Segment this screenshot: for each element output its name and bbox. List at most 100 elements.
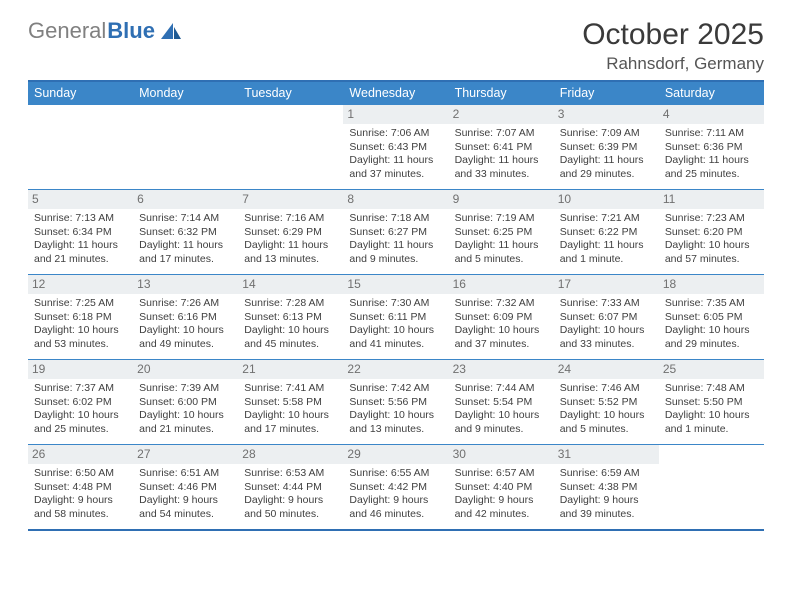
calendar-day: . xyxy=(659,445,764,531)
day-number: 1 xyxy=(343,105,448,124)
brand-gray: General xyxy=(28,18,106,44)
day-info: Sunrise: 7:33 AMSunset: 6:07 PMDaylight:… xyxy=(560,297,653,351)
day-number: 14 xyxy=(238,275,343,294)
brand-logo: GeneralBlue xyxy=(28,18,183,44)
dow-header: Saturday xyxy=(659,81,764,105)
calendar-day: 12Sunrise: 7:25 AMSunset: 6:18 PMDayligh… xyxy=(28,275,133,360)
month-year: October 2025 xyxy=(582,18,764,52)
location: Rahnsdorf, Germany xyxy=(582,54,764,74)
calendar-day: 17Sunrise: 7:33 AMSunset: 6:07 PMDayligh… xyxy=(554,275,659,360)
day-info: Sunrise: 7:37 AMSunset: 6:02 PMDaylight:… xyxy=(34,382,127,436)
calendar-day: 16 Sunrise: 7:32 AMSunset: 6:09 PMDayligh… xyxy=(449,275,554,360)
day-info: Sunrise: 7:06 AMSunset: 6:43 PMDaylight:… xyxy=(349,127,442,181)
dow-header: Monday xyxy=(133,81,238,105)
calendar-day: 6 Sunrise: 7:14 AMSunset: 6:32 PMDaylight… xyxy=(133,190,238,275)
calendar-day: 20Sunrise: 7:39 AMSunset: 6:00 PMDayligh… xyxy=(133,360,238,445)
day-info: Sunrise: 7:13 AMSunset: 6:34 PMDaylight:… xyxy=(34,212,127,266)
sail-icon xyxy=(159,21,183,41)
day-number: 28 xyxy=(238,445,343,464)
calendar: SundayMondayTuesdayWednesdayThursdayFrid… xyxy=(28,80,764,531)
day-number: 19 xyxy=(28,360,133,379)
day-number: 4 xyxy=(659,105,764,124)
calendar-day: 14 Sunrise: 7:28 AMSunset: 6:13 PMDayligh… xyxy=(238,275,343,360)
day-info: Sunrise: 7:30 AMSunset: 6:11 PMDaylight:… xyxy=(349,297,442,351)
day-info: Sunrise: 7:46 AMSunset: 5:52 PMDaylight:… xyxy=(560,382,653,436)
calendar-day: 3 Sunrise: 7:09 AMSunset: 6:39 PMDaylight… xyxy=(554,105,659,190)
day-info: Sunrise: 7:32 AMSunset: 6:09 PMDaylight:… xyxy=(455,297,548,351)
day-number: 9 xyxy=(449,190,554,209)
day-number: 23 xyxy=(449,360,554,379)
day-number: 26 xyxy=(28,445,133,464)
calendar-day: 28Sunrise: 6:53 AMSunset: 4:44 PMDayligh… xyxy=(238,445,343,531)
day-number: 30 xyxy=(449,445,554,464)
calendar-day: 26 Sunrise: 6:50 AMSunset: 4:48 PMDayligh… xyxy=(28,445,133,531)
calendar-day: 13 Sunrise: 7:26 AMSunset: 6:16 PMDayligh… xyxy=(133,275,238,360)
calendar-week: ...1Sunrise: 7:06 AMSunset: 6:43 PMDayli… xyxy=(28,105,764,190)
day-info: Sunrise: 7:07 AMSunset: 6:41 PMDaylight:… xyxy=(455,127,548,181)
calendar-day: 30Sunrise: 6:57 AMSunset: 4:40 PMDayligh… xyxy=(449,445,554,531)
day-number: 18 xyxy=(659,275,764,294)
day-number: 11 xyxy=(659,190,764,209)
day-info: Sunrise: 7:35 AMSunset: 6:05 PMDaylight:… xyxy=(665,297,758,351)
day-number: 25 xyxy=(659,360,764,379)
calendar-day: 31 Sunrise: 6:59 AMSunset: 4:38 PMDayligh… xyxy=(554,445,659,531)
day-info: Sunrise: 7:21 AMSunset: 6:22 PMDaylight:… xyxy=(560,212,653,266)
day-info: Sunrise: 6:59 AMSunset: 4:38 PMDaylight:… xyxy=(560,467,653,521)
calendar-day: 21Sunrise: 7:41 AMSunset: 5:58 PMDayligh… xyxy=(238,360,343,445)
calendar-day: 15 Sunrise: 7:30 AMSunset: 6:11 PMDayligh… xyxy=(343,275,448,360)
header: GeneralBlue October 2025 Rahnsdorf, Germ… xyxy=(28,18,764,74)
day-info: Sunrise: 6:51 AMSunset: 4:46 PMDaylight:… xyxy=(139,467,232,521)
calendar-day: 8 Sunrise: 7:18 AMSunset: 6:27 PMDaylight… xyxy=(343,190,448,275)
calendar-day: 1 Sunrise: 7:06 AMSunset: 6:43 PMDaylight… xyxy=(343,105,448,190)
day-info: Sunrise: 7:28 AMSunset: 6:13 PMDaylight:… xyxy=(244,297,337,351)
day-number: 16 xyxy=(449,275,554,294)
day-number: 13 xyxy=(133,275,238,294)
day-number: 10 xyxy=(554,190,659,209)
calendar-day: 27 Sunrise: 6:51 AMSunset: 4:46 PMDayligh… xyxy=(133,445,238,531)
calendar-day: 19 Sunrise: 7:37 AMSunset: 6:02 PMDayligh… xyxy=(28,360,133,445)
day-number: 6 xyxy=(133,190,238,209)
day-info: Sunrise: 7:26 AMSunset: 6:16 PMDaylight:… xyxy=(139,297,232,351)
calendar-day: . xyxy=(28,105,133,190)
dow-header-row: SundayMondayTuesdayWednesdayThursdayFrid… xyxy=(28,81,764,105)
day-number: 29 xyxy=(343,445,448,464)
calendar-day: . xyxy=(238,105,343,190)
day-info: Sunrise: 7:44 AMSunset: 5:54 PMDaylight:… xyxy=(455,382,548,436)
calendar-day: 18 Sunrise: 7:35 AMSunset: 6:05 PMDayligh… xyxy=(659,275,764,360)
day-info: Sunrise: 6:50 AMSunset: 4:48 PMDaylight:… xyxy=(34,467,127,521)
dow-header: Tuesday xyxy=(238,81,343,105)
day-number: 21 xyxy=(238,360,343,379)
dow-header: Friday xyxy=(554,81,659,105)
calendar-body: ...1Sunrise: 7:06 AMSunset: 6:43 PMDayli… xyxy=(28,105,764,531)
day-info: Sunrise: 6:55 AMSunset: 4:42 PMDaylight:… xyxy=(349,467,442,521)
calendar-day: 11 Sunrise: 7:23 AMSunset: 6:20 PMDayligh… xyxy=(659,190,764,275)
day-info: Sunrise: 7:48 AMSunset: 5:50 PMDaylight:… xyxy=(665,382,758,436)
day-number: 27 xyxy=(133,445,238,464)
day-info: Sunrise: 7:23 AMSunset: 6:20 PMDaylight:… xyxy=(665,212,758,266)
day-info: Sunrise: 7:11 AMSunset: 6:36 PMDaylight:… xyxy=(665,127,758,181)
day-number: 31 xyxy=(554,445,659,464)
brand-blue: Blue xyxy=(107,18,155,44)
day-info: Sunrise: 7:09 AMSunset: 6:39 PMDaylight:… xyxy=(560,127,653,181)
day-info: Sunrise: 7:14 AMSunset: 6:32 PMDaylight:… xyxy=(139,212,232,266)
calendar-week: 26 Sunrise: 6:50 AMSunset: 4:48 PMDayligh… xyxy=(28,445,764,531)
day-info: Sunrise: 7:16 AMSunset: 6:29 PMDaylight:… xyxy=(244,212,337,266)
day-number: 3 xyxy=(554,105,659,124)
calendar-day: 2Sunrise: 7:07 AMSunset: 6:41 PMDaylight… xyxy=(449,105,554,190)
day-number: 24 xyxy=(554,360,659,379)
day-info: Sunrise: 7:25 AMSunset: 6:18 PMDaylight:… xyxy=(34,297,127,351)
calendar-day: 22Sunrise: 7:42 AMSunset: 5:56 PMDayligh… xyxy=(343,360,448,445)
calendar-day: . xyxy=(133,105,238,190)
calendar-week: 12Sunrise: 7:25 AMSunset: 6:18 PMDayligh… xyxy=(28,275,764,360)
calendar-day: 7Sunrise: 7:16 AMSunset: 6:29 PMDaylight… xyxy=(238,190,343,275)
dow-header: Wednesday xyxy=(343,81,448,105)
calendar-day: 29 Sunrise: 6:55 AMSunset: 4:42 PMDayligh… xyxy=(343,445,448,531)
calendar-week: 5 Sunrise: 7:13 AMSunset: 6:34 PMDaylight… xyxy=(28,190,764,275)
day-info: Sunrise: 7:18 AMSunset: 6:27 PMDaylight:… xyxy=(349,212,442,266)
calendar-day: 5 Sunrise: 7:13 AMSunset: 6:34 PMDaylight… xyxy=(28,190,133,275)
dow-header: Thursday xyxy=(449,81,554,105)
day-number: 8 xyxy=(343,190,448,209)
day-number: 15 xyxy=(343,275,448,294)
day-number: 5 xyxy=(28,190,133,209)
calendar-day: 25 Sunrise: 7:48 AMSunset: 5:50 PMDayligh… xyxy=(659,360,764,445)
